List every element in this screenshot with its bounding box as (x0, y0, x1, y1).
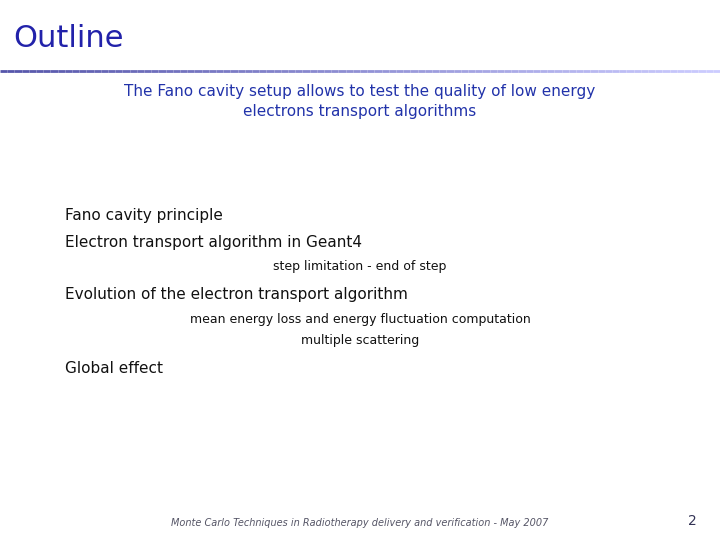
Text: multiple scattering: multiple scattering (301, 334, 419, 347)
Text: step limitation - end of step: step limitation - end of step (274, 260, 446, 273)
Text: Global effect: Global effect (65, 361, 163, 376)
Text: The Fano cavity setup allows to test the quality of low energy: The Fano cavity setup allows to test the… (125, 84, 595, 99)
Text: Outline: Outline (13, 24, 123, 53)
Text: Electron transport algorithm in Geant4: Electron transport algorithm in Geant4 (65, 235, 362, 250)
Text: electrons transport algorithms: electrons transport algorithms (243, 104, 477, 119)
Text: Fano cavity principle: Fano cavity principle (65, 208, 222, 223)
Text: 2: 2 (688, 514, 697, 528)
Text: Monte Carlo Techniques in Radiotherapy delivery and verification - May 2007: Monte Carlo Techniques in Radiotherapy d… (171, 518, 549, 528)
Text: Evolution of the electron transport algorithm: Evolution of the electron transport algo… (65, 287, 408, 302)
Text: mean energy loss and energy fluctuation computation: mean energy loss and energy fluctuation … (189, 313, 531, 326)
